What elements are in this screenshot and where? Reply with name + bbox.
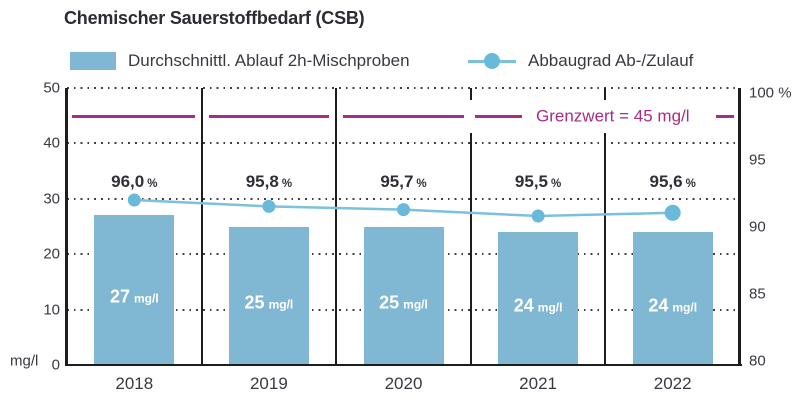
line-marker-2022 [664,204,681,221]
bar-value-label: 24 mg/l [514,296,563,315]
bar-value: 27 [109,286,130,307]
line-value-label: 95,5% [515,173,561,191]
percent-value: 95,5 [514,172,549,191]
line-value-label: 96,0% [111,173,157,191]
bar-unit: mg/l [268,297,294,312]
bar-value: 25 [379,292,400,313]
panel-divider [469,88,472,365]
right-axis [738,88,741,365]
bar-unit: mg/l [403,297,428,312]
left-axis [65,88,68,365]
left-tick-label: 10 [43,301,60,319]
line-value-label: 95,8% [246,173,292,191]
panel-divider [604,88,607,365]
left-tick-label: 20 [43,245,60,263]
legend-item-bars: Durchschnittl. Ablauf 2h-Mischproben [70,50,410,72]
percent-value: 96,0 [111,172,145,191]
bar-value-label: 25 mg/l [379,293,428,312]
bar-2021 [498,232,579,364]
bar-unit: mg/l [537,300,563,314]
right-tick-label: 90 [749,218,766,236]
bar-value-label: 27 mg/l [110,288,159,307]
limit-line-segment [716,114,734,118]
right-tick-label: 80 [749,352,766,370]
bar-unit: mg/l [672,300,698,314]
bar-value: 24 [648,295,669,315]
left-axis-unit: mg/l [10,352,39,370]
line-value-label: 95,7% [380,173,426,191]
line-series-marker-icon [468,52,516,70]
percent-value: 95,7 [380,172,414,191]
panel-divider [200,88,203,365]
x-axis-label-2022: 2022 [653,374,692,393]
percent-sign: % [147,178,158,190]
left-tick-label: 50 [43,79,60,97]
line-marker-2019 [262,199,276,213]
gridline-30 [67,197,740,200]
line-marker-2018 [127,193,141,207]
x-axis-label-2021: 2021 [519,374,558,393]
percent-value: 95,6 [649,172,683,191]
limit-line-segment [475,114,522,118]
legend-line-label: Abbaugrad Ab-/Zulauf [528,51,694,70]
gridline-50 [67,87,740,89]
x-axis-label-2018: 2018 [115,374,154,393]
left-tick-label: 30 [43,190,60,208]
percent-sign: % [685,178,696,190]
bar-value: 25 [244,292,265,313]
percent-value: 95,8 [245,172,279,191]
bottom-axis [65,363,742,366]
limit-line-label: Grenzwert = 45 mg/l [536,106,690,126]
bar-series-swatch-icon [70,52,116,70]
x-axis-label-2019: 2019 [249,374,288,393]
line-marker-2020 [397,203,410,217]
panel-divider [335,88,338,365]
limit-line-segment [72,114,195,118]
bar-value: 24 [513,295,534,315]
bar-value-label: 25 mg/l [245,293,294,312]
x-axis-label-2020: 2020 [384,374,423,393]
bar-unit: mg/l [133,291,159,306]
gridline-40 [67,142,740,145]
percent-sign: % [281,178,293,190]
bar-2022 [632,232,713,364]
chart-title: Chemischer Sauerstoffbedarf (CSB) [64,8,365,28]
bar-2018 [94,215,175,364]
left-tick-label: 40 [43,134,60,152]
legend-item-line: Abbaugrad Ab-/Zulauf [468,50,693,72]
legend-bar-label: Durchschnittl. Ablauf 2h-Mischproben [128,51,410,70]
line-value-label: 95,6% [650,173,696,191]
legend-line-dot [484,53,500,69]
percent-sign: % [416,178,427,190]
percent-sign: % [551,178,562,190]
right-tick-label: 95 [749,151,766,169]
line-marker-2021 [531,209,545,223]
bar-2019 [228,226,309,364]
limit-line-segment [343,114,464,118]
right-tick-label: 100 % [749,84,792,102]
bar-value-label: 24 mg/l [648,296,697,315]
left-tick-label: 0 [51,356,60,374]
limit-line-segment [209,114,329,118]
right-tick-label: 85 [749,285,766,303]
bar-2020 [363,226,444,364]
